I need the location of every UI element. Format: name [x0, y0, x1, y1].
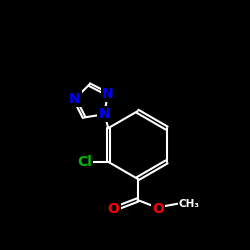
Text: N: N [102, 87, 114, 101]
Text: Cl: Cl [77, 155, 92, 169]
Text: O: O [152, 202, 164, 216]
Text: N: N [69, 92, 80, 106]
Text: O: O [108, 202, 120, 216]
Text: CH₃: CH₃ [179, 199, 200, 209]
Text: N: N [98, 107, 110, 121]
